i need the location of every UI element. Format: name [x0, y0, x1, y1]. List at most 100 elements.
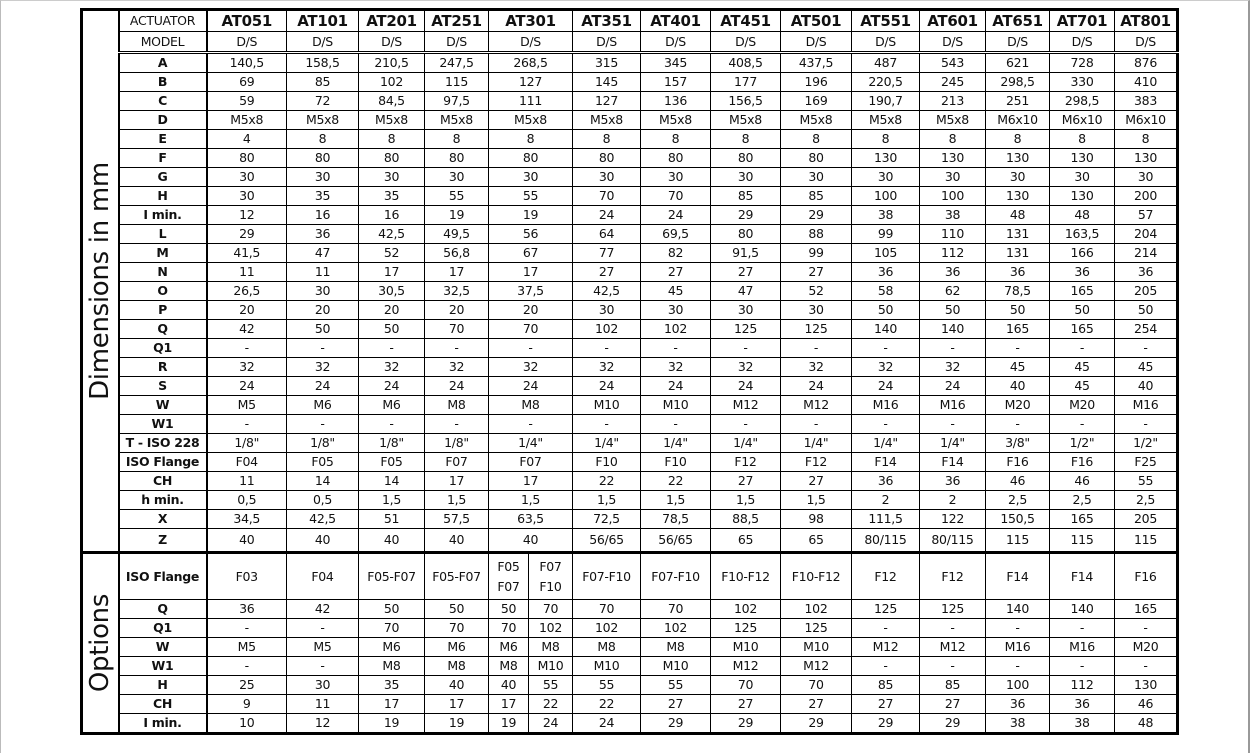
model-type-cell: D/S: [1114, 31, 1178, 54]
dimension-value: -: [572, 338, 641, 358]
dimension-value: 85: [286, 72, 359, 92]
dimension-value: 30: [780, 300, 852, 320]
dimension-value: M5x8: [851, 110, 920, 130]
dimension-value: 112: [919, 243, 986, 263]
option-value: 40: [424, 675, 489, 695]
dimension-value: 32: [919, 357, 986, 377]
dimension-value: 45: [1114, 357, 1178, 377]
option-value: F16: [1114, 552, 1178, 600]
dimension-value: 57,5: [424, 509, 489, 529]
option-value: 17: [488, 694, 529, 714]
dimension-value: 1,5: [572, 490, 641, 510]
option-value: 70: [710, 675, 781, 695]
model-type-cell: D/S: [358, 31, 425, 54]
header-row-actuator: Dimensions in mm ACTUATOR AT051 AT101 AT201 A…: [81, 9, 1178, 554]
dimension-value: 247,5: [424, 52, 489, 73]
dimension-value: 24: [424, 376, 489, 396]
dimension-value: 80: [424, 148, 489, 168]
dimension-value: M16: [919, 395, 986, 415]
dimension-value: F25: [1114, 452, 1178, 472]
dimension-value: 130: [985, 186, 1050, 206]
dimension-value: F12: [710, 452, 781, 472]
dimension-value: 24: [710, 376, 781, 396]
dimension-value: 30: [1049, 167, 1115, 187]
dimension-value: 8: [710, 129, 781, 149]
dimension-value: -: [640, 414, 711, 434]
dimension-value: 45: [985, 357, 1050, 377]
model-type-cell: D/S: [919, 31, 986, 54]
dimension-value: 8: [358, 129, 425, 149]
dimension-value: 80/115: [851, 528, 920, 554]
option-value: 70: [358, 618, 425, 638]
dimension-value: 24: [919, 376, 986, 396]
dimension-value: 27: [710, 262, 781, 282]
option-value: 70: [640, 599, 711, 619]
actuator-model-header: AT101: [286, 9, 359, 32]
dimension-value: 8: [286, 129, 359, 149]
option-value: 11: [286, 694, 359, 714]
dimension-value: 1/8": [358, 433, 425, 453]
dimension-label: Q: [117, 319, 208, 339]
dimension-value: 30: [919, 167, 986, 187]
dimension-value: 67: [488, 243, 573, 263]
option-value: 46: [1114, 694, 1178, 714]
dimension-value: 2: [919, 490, 986, 510]
option-value: M6: [424, 637, 489, 657]
dimension-value: 410: [1114, 72, 1178, 92]
dimension-value: 220,5: [851, 72, 920, 92]
header-row-model: MODEL D/S D/S D/S D/S D/S D/S D/S D/S D/S D/S D/S D/…: [82, 31, 1178, 54]
dimension-value: 38: [851, 205, 920, 225]
option-value: 48: [1114, 713, 1178, 734]
dimension-value: 110: [919, 224, 986, 244]
dimension-value: 20: [424, 300, 489, 320]
dimension-value: 45: [640, 281, 711, 301]
dimension-row: R 32 32 32 32 32 32 32 32 32 32 32 45 45 45: [82, 357, 1178, 377]
option-value: 25: [206, 675, 287, 695]
dimension-value: 42,5: [286, 509, 359, 529]
option-value: 112: [1049, 675, 1115, 695]
dimension-value: 80/115: [919, 528, 986, 554]
dimension-value: 177: [710, 72, 781, 92]
dimension-value: -: [1114, 338, 1178, 358]
dimension-value: -: [572, 414, 641, 434]
dimension-row: ISO Flange F04 F05 F05 F07 F07 F10 F10 F12 F12 F14…: [82, 452, 1178, 472]
model-type-cell: D/S: [286, 31, 359, 54]
dimension-value: 1/2": [1114, 433, 1178, 453]
option-value: 36: [206, 599, 287, 619]
dimension-row: X 34,5 42,5 51 57,5 63,5 72,5 78,5 88,5 98 111,5 12…: [82, 509, 1178, 529]
option-label: CH: [117, 694, 208, 714]
dimension-value: 163,5: [1049, 224, 1115, 244]
dimension-value: 32: [286, 357, 359, 377]
dimension-value: 8: [1114, 129, 1178, 149]
dimension-value: 24: [572, 205, 641, 225]
option-value: 102: [640, 618, 711, 638]
dimension-row: F 80 80 80 80 80 80 80 80 80 130 130 130 130 130: [82, 148, 1178, 168]
dimension-value: M5x8: [710, 110, 781, 130]
dimension-value: 11: [286, 262, 359, 282]
dimension-label: h min.: [117, 490, 208, 510]
dimension-value: 32: [780, 357, 852, 377]
dimension-value: 127: [488, 72, 573, 92]
dimension-value: 157: [640, 72, 711, 92]
option-value: 125: [780, 618, 852, 638]
dimension-value: 130: [985, 148, 1050, 168]
option-value: 55: [640, 675, 711, 695]
dimension-value: 14: [286, 471, 359, 491]
dimension-value: 30: [286, 167, 359, 187]
option-label: W: [117, 637, 208, 657]
dimension-value: 125: [710, 319, 781, 339]
dimension-value: 2,5: [1049, 490, 1115, 510]
dimension-value: 40: [424, 528, 489, 554]
dimension-value: M6x10: [1114, 110, 1178, 130]
actuator-model-header: AT301: [488, 9, 573, 32]
dimension-value: 115: [424, 72, 489, 92]
dimension-value: 30: [488, 167, 573, 187]
dimension-value: 70: [572, 186, 641, 206]
model-type-cell: D/S: [851, 31, 920, 54]
option-value: 102: [710, 599, 781, 619]
option-value: -: [1049, 656, 1115, 676]
dimension-value: F14: [919, 452, 986, 472]
dimension-value: F05: [286, 452, 359, 472]
section-label-options: Options: [81, 552, 120, 734]
dimension-value: M5x8: [286, 110, 359, 130]
